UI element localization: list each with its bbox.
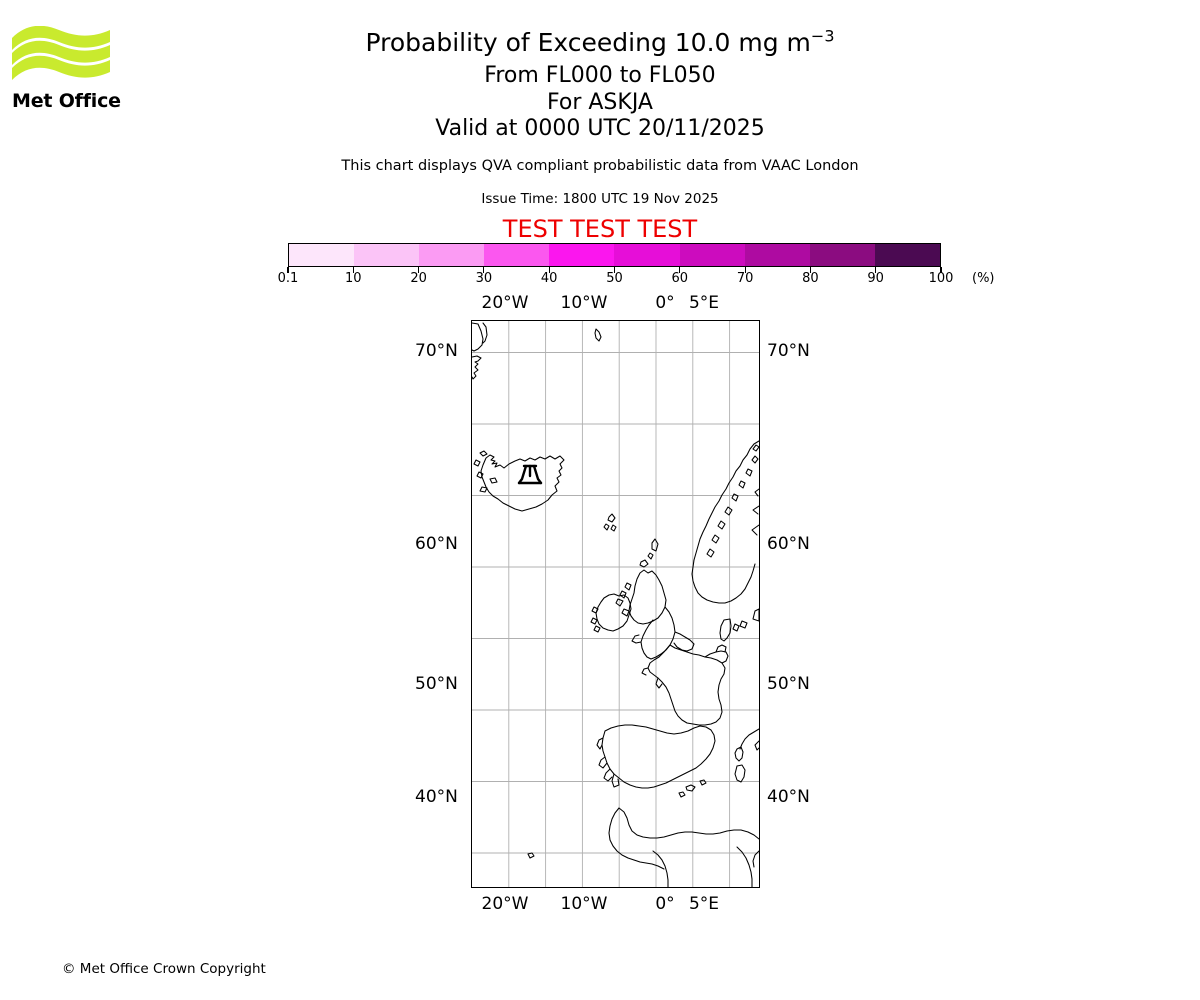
colorbar-tick-label-7: 70 [736, 271, 754, 286]
colorbar-tick-2 [418, 267, 420, 273]
coastlines [472, 322, 759, 887]
met-office-logo [12, 26, 110, 114]
colorbar-tick-3 [483, 267, 485, 273]
colorbar-tick-9 [875, 267, 877, 273]
lat-label-right-50n: 50°N [767, 674, 810, 694]
colorbar-tick-label-8: 80 [802, 271, 819, 286]
colorbar-tick-label-2: 20 [410, 271, 427, 286]
lat-label-left-50n: 50°N [415, 674, 458, 694]
lat-label-left-70n: 70°N [415, 341, 458, 361]
colorbar-band-1 [354, 244, 420, 266]
colorbar-tick-5 [613, 267, 616, 273]
colorbar-band-0 [289, 244, 355, 266]
lon-label-bottom-0: 0° [655, 894, 675, 914]
qva-compliance-note: This chart displays QVA compliant probab… [341, 158, 859, 174]
met-office-waves-icon [12, 26, 110, 80]
lat-label-right-40n: 40°N [767, 787, 810, 807]
colorbar-tick-8 [809, 267, 811, 273]
colorbar-band-5 [614, 244, 680, 266]
colorbar-tick-label-6: 60 [671, 271, 689, 286]
lat-label-right-60n: 60°N [767, 534, 810, 554]
lon-label-top-20w: 20°W [481, 293, 529, 313]
colorbar-band-9 [874, 244, 940, 266]
colorbar-bands [288, 243, 941, 267]
lon-label-bottom-20w: 20°W [481, 894, 529, 914]
lon-label-top-0: 0° [655, 293, 675, 313]
colorbar-band-6 [679, 244, 745, 266]
colorbar-tick-10 [940, 267, 942, 273]
colorbar-tick-label-5: 50 [606, 271, 623, 286]
colorbar-band-7 [744, 244, 810, 266]
colorbar-tick-label-1: 10 [345, 271, 362, 286]
colorbar-band-2 [419, 244, 485, 266]
test-banner: TEST TEST TEST [502, 215, 698, 243]
lat-label-left-40n: 40°N [415, 787, 458, 807]
lon-label-top-5e: 5°E [688, 293, 720, 313]
page-title: Probability of Exceeding 10.0 mg m−3 [0, 26, 1200, 59]
colorbar-tick-labels: 0.1 10 20 30 40 50 60 70 80 90 100 [278, 271, 954, 287]
colorbar-tick-label-10: 100 [928, 271, 954, 286]
colorbar-tick-1 [352, 267, 354, 273]
colorbar-unit-label: (%) [972, 271, 995, 286]
copyright-footer: © Met Office Crown Copyright [62, 961, 266, 977]
colorbar-band-3 [484, 244, 550, 266]
lat-label-left-60n: 60°N [415, 534, 458, 554]
lon-label-top-10w: 10°W [560, 293, 608, 313]
colorbar-band-8 [809, 244, 875, 266]
page-title-text: Probability of Exceeding 10.0 mg m [365, 28, 811, 57]
lon-label-bottom-10w: 10°W [560, 894, 608, 914]
issue-time-text: Issue Time: 1800 UTC 19 Nov 2025 [481, 191, 719, 207]
graticule-gridlines [472, 321, 759, 887]
volcano-subtitle: For ASKJA [547, 90, 653, 115]
met-office-wordmark: Met Office [12, 90, 121, 112]
page-title-exponent: −3 [810, 26, 835, 46]
colorbar-tick-4 [548, 267, 550, 273]
valid-time-subtitle: Valid at 0000 UTC 20/11/2025 [435, 116, 765, 141]
flight-level-subtitle: From FL000 to FL050 [484, 63, 716, 88]
probability-colorbar: 0.1 10 20 30 40 50 60 70 80 90 100 [278, 243, 953, 286]
colorbar-tick-label-9: 90 [867, 271, 884, 286]
colorbar-tick-7 [744, 267, 746, 273]
colorbar-tick-label-0: 0.1 [277, 271, 299, 286]
colorbar-band-4 [549, 244, 615, 266]
colorbar-tick-6 [679, 267, 681, 273]
colorbar-ticks [287, 267, 942, 274]
map-plot-area[interactable] [471, 320, 760, 888]
lat-label-right-70n: 70°N [767, 341, 810, 361]
colorbar-tick-label-3: 30 [475, 271, 493, 286]
colorbar-tick-label-4: 40 [540, 271, 558, 286]
colorbar-tick-0 [287, 267, 289, 273]
askja-volcano-marker [517, 464, 543, 485]
lon-label-bottom-5e: 5°E [688, 894, 720, 914]
map-frame [471, 320, 760, 888]
